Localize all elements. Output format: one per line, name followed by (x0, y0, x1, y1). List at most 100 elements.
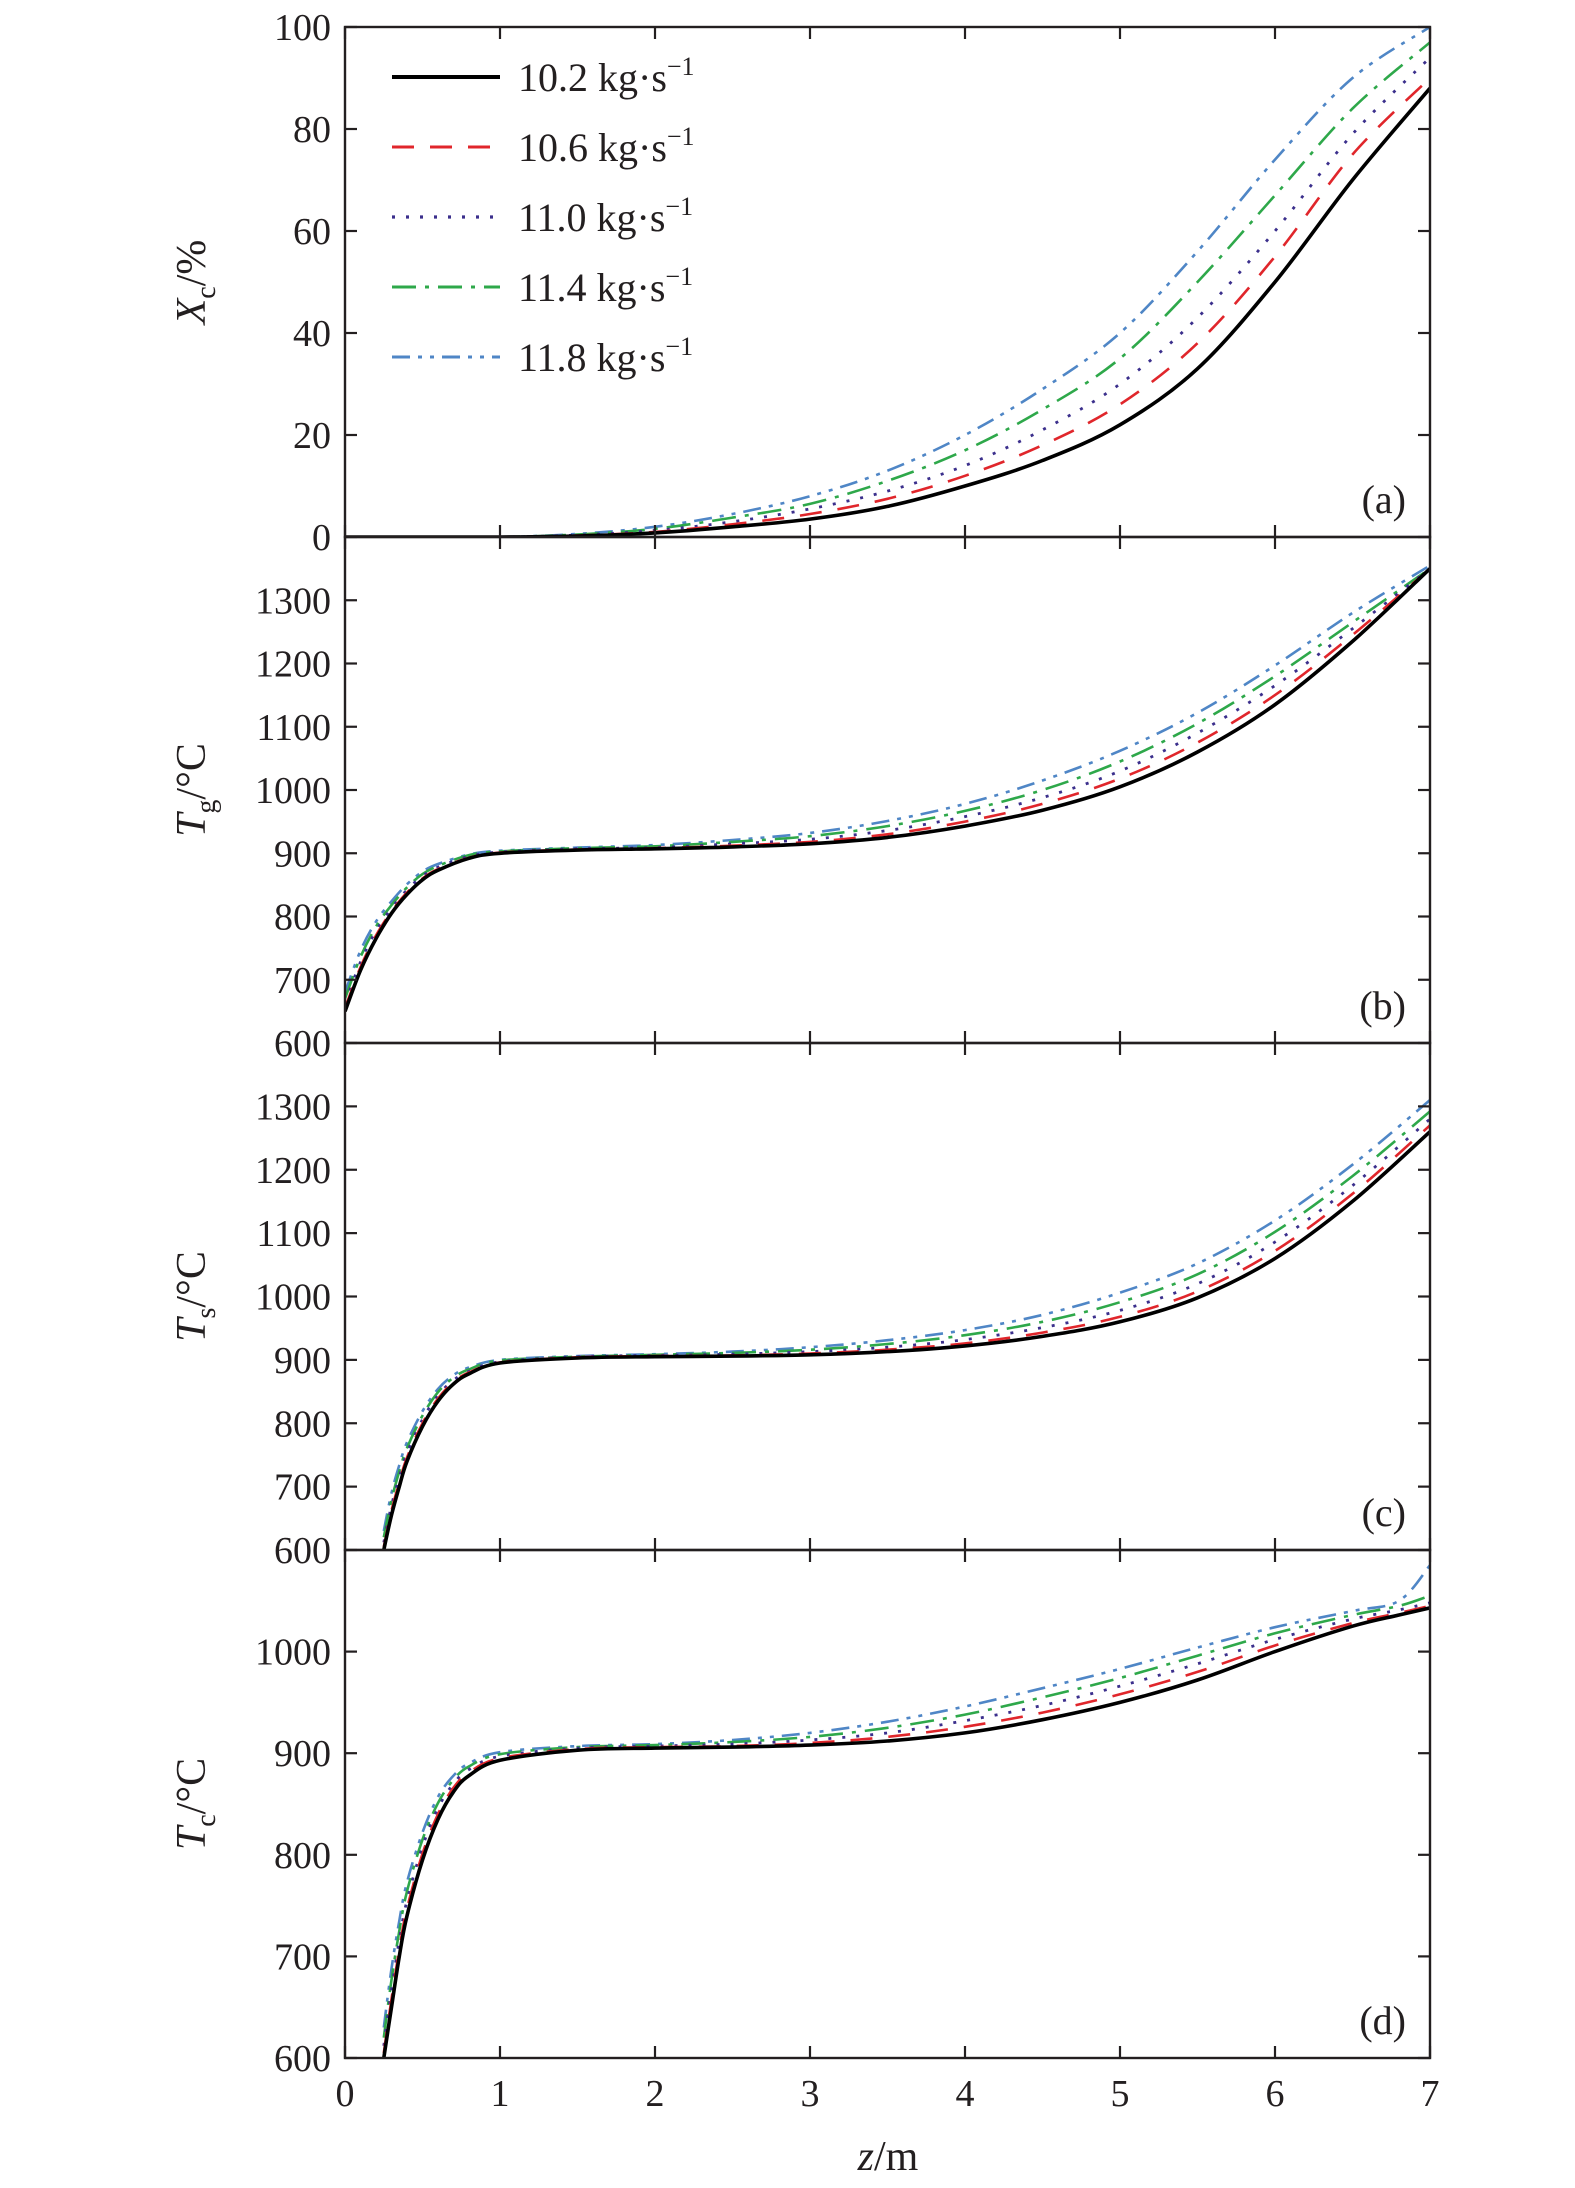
x-tick-label: 4 (956, 2073, 975, 2115)
y-axis-title: Tg/°C (169, 743, 222, 837)
series-line-1 (382, 1130, 1430, 1550)
x-tick-label: 3 (801, 2073, 820, 2115)
plot-frame (343, 535, 1432, 1045)
series-line-2 (345, 77, 1430, 537)
x-axis-title: z/m (857, 2134, 919, 2180)
y-tick-label: 600 (274, 1530, 331, 1572)
series-group (345, 27, 1430, 537)
series-line-3 (382, 1601, 1430, 2046)
series-group (345, 564, 1430, 1013)
y-tick-label: 600 (274, 1023, 331, 1065)
series-line-5 (345, 564, 1430, 993)
y-tick-label: 900 (274, 1733, 331, 1775)
y-axis-title-subscript: g (191, 800, 222, 814)
plot-frame (343, 1548, 1432, 2060)
y-axis-title: Ts/°C (169, 1251, 222, 1342)
panel-a: 0 20 40 60 80 100 (a) Xc/% (169, 7, 1432, 559)
y-axis-title-unit: /% (169, 240, 215, 287)
y-tick-label: 20 (293, 415, 331, 457)
x-tick-label: 2 (646, 2073, 665, 2115)
y-axis-title-subscript: c (191, 1814, 222, 1826)
y-tick-label: 700 (274, 1936, 331, 1978)
legend-item: 11.8 kg·s−1 (392, 332, 693, 380)
series-line-4 (382, 1594, 1430, 2038)
legend-item: 11.4 kg·s−1 (392, 262, 693, 310)
panel-d: 600 700 800 900 1000 0 1 2 3 4 5 6 7 (d) Tc/°C (169, 1548, 1440, 2115)
series-line-5 (382, 1564, 1430, 2028)
series-group (382, 1099, 1430, 1550)
panel-c: 600 700 800 900 1000 1100 1200 1300 (c) Ts/°C (169, 1041, 1432, 1572)
series-group (382, 1564, 1430, 2058)
y-tick-label: 1000 (255, 1632, 331, 1674)
series-line-3 (382, 1117, 1430, 1543)
y-axis-title: Xc/% (169, 240, 222, 327)
legend-label: 10.2 kg·s−1 (518, 52, 695, 100)
panel-label: (b) (1359, 983, 1406, 1028)
y-axis-title-subscript: c (191, 286, 222, 298)
legend-label: 11.0 kg·s−1 (518, 192, 693, 240)
panels: 020406080100(a)Xc/%600700800900100011001… (169, 7, 1440, 2115)
series-line-5 (345, 27, 1430, 537)
y-tick-label: 800 (274, 1403, 331, 1445)
series-line-3 (345, 567, 1430, 1005)
series-line-3 (345, 56, 1430, 537)
y-tick-label: 40 (293, 313, 331, 355)
legend-item: 11.0 kg·s−1 (392, 192, 693, 240)
y-axis-title-symbol: T (169, 1824, 215, 1850)
plot-frame (343, 25, 1432, 539)
y-tick-label: 100 (274, 7, 331, 49)
plot-frame (343, 1041, 1432, 1552)
y-tick-label: 1200 (255, 1150, 331, 1192)
y-tick-label: 700 (274, 960, 331, 1002)
series-line-2 (382, 1604, 1430, 2054)
series-line-5 (382, 1099, 1430, 1532)
x-axis-title-symbol: z (857, 2134, 874, 2180)
y-tick-label: 900 (274, 833, 331, 875)
y-axis-title-subscript: s (191, 1308, 222, 1319)
y-axis-title-unit: /°C (169, 743, 215, 799)
y-tick-label: 700 (274, 1467, 331, 1509)
y-tick-label: 60 (293, 211, 331, 253)
x-tick-label: 1 (491, 2073, 510, 2115)
series-line-4 (345, 567, 1430, 1000)
series-line-4 (382, 1110, 1430, 1538)
y-tick-label: 1200 (255, 644, 331, 686)
panel-label: (d) (1359, 1998, 1406, 2043)
legend-label: 11.8 kg·s−1 (518, 332, 693, 380)
y-tick-label: 600 (274, 2038, 331, 2080)
legend-label: 10.6 kg·s−1 (518, 122, 695, 170)
y-tick-label: 800 (274, 1835, 331, 1877)
series-line-2 (345, 567, 1430, 1009)
y-tick-label: 1100 (256, 1213, 331, 1255)
y-axis-title-unit: /°C (169, 1758, 215, 1814)
y-tick-label: 1300 (255, 580, 331, 622)
y-tick-label: 900 (274, 1340, 331, 1382)
y-tick-label: 1100 (256, 707, 331, 749)
legend-item: 10.6 kg·s−1 (392, 122, 695, 170)
panel-label: (a) (1362, 477, 1406, 522)
panel-label: (c) (1362, 1490, 1406, 1535)
x-tick-label: 6 (1266, 2073, 1285, 2115)
y-axis-title-symbol: T (169, 811, 215, 837)
series-line-2 (382, 1124, 1430, 1548)
y-tick-label: 0 (312, 517, 331, 559)
y-axis-title-symbol: X (169, 296, 215, 326)
x-tick-label: 0 (336, 2073, 355, 2115)
series-line-1 (345, 567, 1430, 1013)
x-tick-label: 5 (1111, 2073, 1130, 2115)
x-axis-title-unit: /m (874, 2134, 919, 2180)
y-tick-label: 800 (274, 897, 331, 939)
y-tick-label: 1000 (255, 1277, 331, 1319)
legend-item: 10.2 kg·s−1 (392, 52, 695, 100)
series-line-1 (382, 1606, 1430, 2058)
legend: 10.2 kg·s−1 10.6 kg·s−1 11.0 kg·s−1 11.4 kg… (392, 52, 695, 380)
y-axis-title: Tc/°C (169, 1758, 222, 1850)
legend-label: 11.4 kg·s−1 (518, 262, 693, 310)
y-tick-label: 80 (293, 109, 331, 151)
y-axis-title-unit: /°C (169, 1251, 215, 1307)
y-tick-label: 1000 (255, 770, 331, 812)
y-axis-title-symbol: T (169, 1316, 215, 1342)
x-tick-label: 7 (1421, 2073, 1440, 2115)
panel-b: 600 700 800 900 1000 1100 1200 1300 (b) Tg/°C (169, 535, 1432, 1065)
